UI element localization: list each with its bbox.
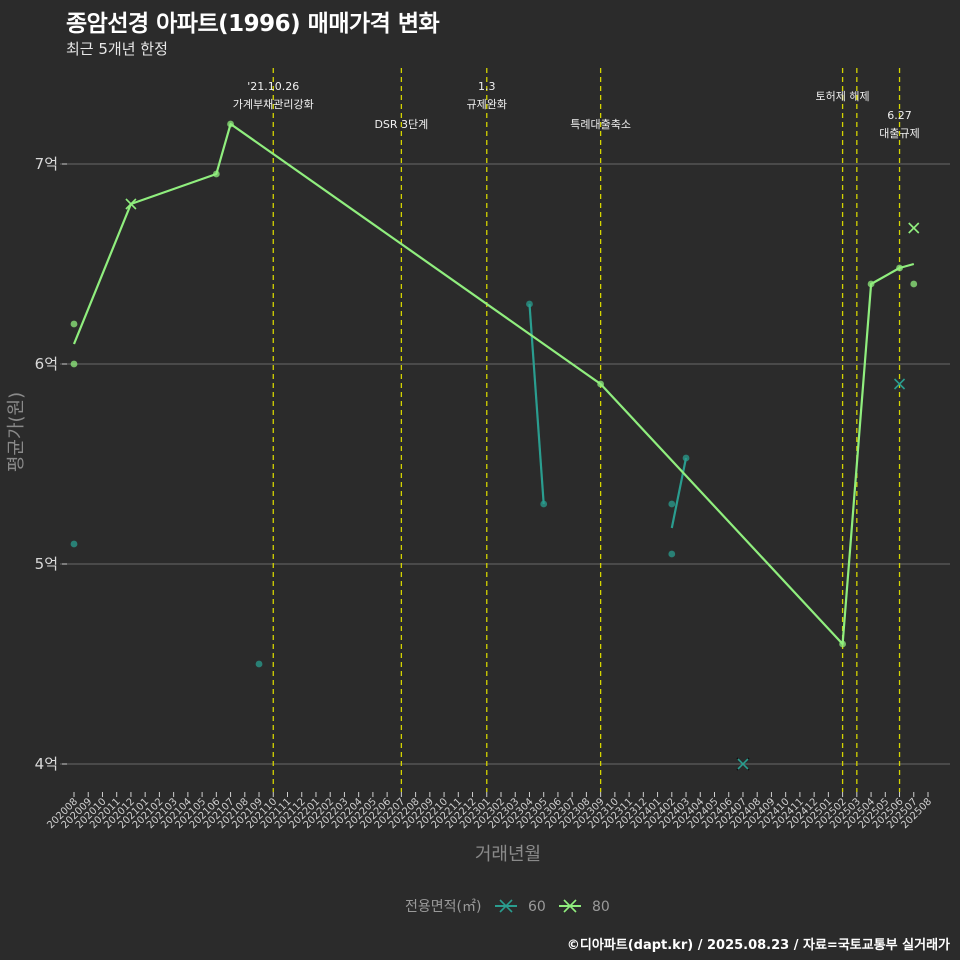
chart-subtitle: 최근 5개년 한정 bbox=[66, 40, 168, 58]
series-80-point-8 bbox=[910, 280, 918, 288]
x-axis-ticks: 2020082020092020102020112020122021012021… bbox=[45, 792, 934, 831]
series-80-cross-1-stroke-b bbox=[908, 222, 920, 234]
event-label-202309-0: 특례대출축소 bbox=[570, 118, 631, 131]
series-80-cross-1 bbox=[908, 222, 920, 234]
grid-lines bbox=[60, 163, 950, 765]
series-60-point-0 bbox=[70, 540, 78, 548]
y-tick-label-7: 7억 bbox=[35, 155, 58, 173]
series-60-cross-1-stroke-b bbox=[893, 378, 906, 390]
series-80-line bbox=[72, 122, 915, 646]
series-80-point-4 bbox=[597, 380, 605, 388]
source-caption: ©디아파트(dapt.kr) / 2025.08.23 / 자료=국토교통부 실… bbox=[566, 938, 950, 953]
series-80-point-7 bbox=[896, 264, 903, 272]
y-tick-label-6: 6억 bbox=[35, 355, 58, 373]
series-60-point-6 bbox=[682, 454, 690, 462]
y-tick-label-5: 5억 bbox=[35, 555, 58, 573]
series-60-cross-1 bbox=[893, 378, 906, 390]
series-80-point-3 bbox=[227, 120, 234, 128]
series-80-point-5 bbox=[839, 640, 846, 648]
series-60-line-0 bbox=[528, 303, 545, 505]
series-80-point-1 bbox=[70, 360, 78, 368]
series-60-point-4 bbox=[668, 500, 676, 508]
event-label-202110-0: '21.10.26 bbox=[247, 80, 299, 93]
event-label-202502-0: 토허제 해제 bbox=[816, 89, 870, 103]
data-series bbox=[70, 120, 920, 771]
series-80-point-2 bbox=[212, 170, 220, 178]
series-60-point-3 bbox=[540, 500, 548, 508]
event-label-202110-1: 가계부채관리강화 bbox=[233, 98, 314, 111]
x-axis-label: 거래년월 bbox=[475, 844, 541, 865]
y-tick-label-4: 4억 bbox=[35, 755, 58, 773]
legend-key-60 bbox=[495, 899, 517, 913]
series-60-cross-0-stroke-b bbox=[737, 758, 749, 770]
legend-cross-b-60 bbox=[499, 899, 513, 913]
event-label-202506-0: 6.27 bbox=[887, 109, 912, 122]
series-60-point-5 bbox=[668, 550, 676, 558]
event-label-202506-1: 대출규제 bbox=[879, 127, 919, 140]
series-80-cross-0 bbox=[125, 198, 137, 210]
chart-title: 종암선경 아파트(1996) 매매가격 변화 bbox=[66, 11, 440, 37]
legend: 전용면적(㎡) 60 80 bbox=[405, 899, 610, 915]
event-label-202207-0: DSR 3단계 bbox=[374, 118, 428, 131]
series-60-point-1 bbox=[255, 660, 263, 668]
legend-label-80: 80 bbox=[592, 899, 610, 915]
series-80-point-0 bbox=[70, 320, 78, 328]
series-60-line-1 bbox=[670, 457, 688, 529]
y-axis-label: 평균가(원) bbox=[6, 392, 27, 472]
event-label-202301-1: 규제완화 bbox=[467, 98, 507, 111]
series-60-point-2 bbox=[526, 300, 533, 308]
y-axis-ticks: 4억 5억 6억 7억 bbox=[35, 155, 67, 773]
event-label-202301-0: 1.3 bbox=[478, 80, 496, 93]
series-80-cross-0-stroke-b bbox=[125, 198, 137, 210]
legend-title: 전용면적(㎡) bbox=[405, 899, 481, 915]
series-60-cross-0 bbox=[737, 758, 749, 770]
legend-label-60: 60 bbox=[528, 899, 546, 915]
legend-key-80 bbox=[559, 899, 581, 913]
series-80-point-6 bbox=[867, 280, 875, 288]
legend-cross-b-80 bbox=[563, 899, 577, 913]
